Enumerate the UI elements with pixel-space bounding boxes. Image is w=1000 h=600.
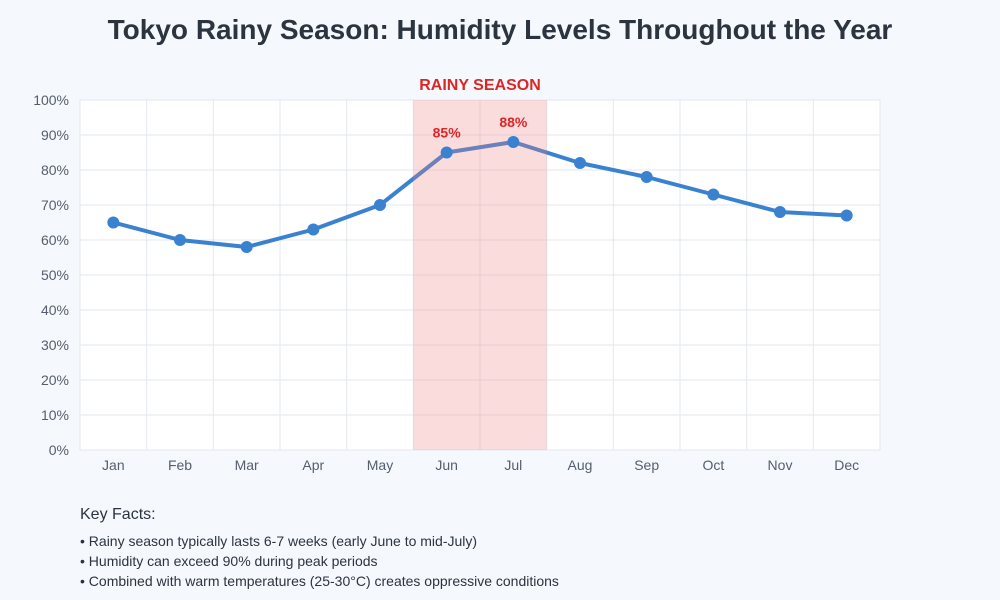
x-tick-label: Apr (302, 457, 324, 473)
x-tick-label: Dec (834, 457, 859, 473)
chart-title: Tokyo Rainy Season: Humidity Levels Thro… (107, 14, 893, 45)
key-fact-item: • Rainy season typically lasts 6-7 weeks… (80, 533, 478, 549)
x-tick-label: Nov (768, 457, 793, 473)
key-fact-item: • Combined with warm temperatures (25-30… (80, 573, 559, 589)
data-point (774, 206, 786, 218)
data-point (507, 136, 520, 148)
x-tick-label: Aug (568, 457, 593, 473)
y-tick-label: 70% (41, 197, 69, 213)
y-tick-label: 60% (41, 232, 69, 248)
y-tick-label: 80% (41, 162, 69, 178)
key-facts: Key Facts: • Rainy season typically last… (80, 506, 559, 591)
key-facts-title: Key Facts: (80, 506, 156, 523)
y-tick-label: 30% (41, 337, 69, 353)
data-point (307, 223, 320, 236)
x-tick-label: Jul (504, 457, 522, 473)
rainy-season-label: RAINY SEASON (419, 77, 541, 94)
key-fact-item: • Humidity can exceed 90% during peak pe… (80, 553, 378, 569)
data-point (640, 171, 653, 183)
data-point (440, 146, 453, 159)
y-tick-label: 90% (41, 127, 69, 143)
data-point (240, 241, 253, 253)
data-point (574, 157, 586, 169)
y-tick-label: 20% (41, 372, 69, 388)
data-point (374, 199, 386, 211)
x-tick-label: Mar (235, 457, 259, 473)
y-tick-label: 10% (41, 407, 69, 423)
y-tick-label: 100% (33, 92, 69, 108)
data-point (840, 209, 853, 222)
data-label: 85% (433, 125, 462, 141)
data-point (174, 234, 186, 246)
x-tick-label: May (367, 457, 393, 473)
x-tick-label: Sep (634, 457, 659, 473)
data-label: 88% (499, 114, 528, 130)
series-line (112, 140, 847, 249)
y-tick-label: 40% (41, 302, 69, 318)
y-tick-label: 0% (49, 442, 69, 458)
rainy-season-band (413, 100, 547, 450)
data-point (107, 216, 120, 229)
x-tick-label: Jun (435, 457, 458, 473)
y-tick-label: 50% (41, 267, 69, 283)
data-point (707, 188, 720, 201)
x-tick-label: Feb (168, 457, 192, 473)
x-tick-label: Oct (702, 457, 724, 473)
x-tick-label: Jan (102, 457, 125, 473)
